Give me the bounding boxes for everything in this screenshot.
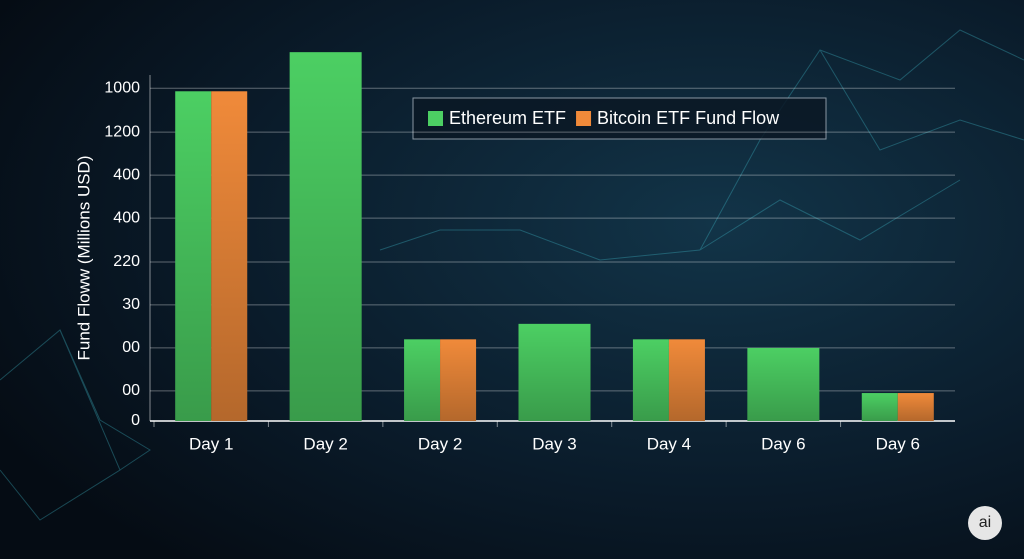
bar-shade [668,339,705,421]
legend-label: Bitcoin ETF Fund Flow [597,108,780,128]
bar-shade [747,347,820,421]
legend-swatch [576,111,592,126]
bar-shade [404,339,441,421]
bar-shade [632,339,669,421]
y-tick-label: 00 [122,382,140,399]
y-tick-label: 1000 [104,79,140,96]
y-axis-label: Fund Floww (Millions USD) [74,156,93,361]
bar-shade [175,91,212,421]
bar-shade [440,339,477,421]
x-tick-label: Day 3 [532,434,576,453]
y-tick-label: 400 [113,209,140,226]
x-tick-label: Day 1 [189,434,233,453]
watermark-badge [968,506,1002,540]
y-tick-label: 220 [113,253,140,270]
y-tick-label: 0 [131,412,140,429]
x-tick-label: Day 2 [303,434,347,453]
y-tick-label: 00 [122,339,140,356]
bar-shade [861,393,898,421]
legend-box [412,97,827,140]
x-tick-label: Day 6 [876,434,920,453]
y-tick-label: 400 [113,166,140,183]
bar-shade [518,323,591,421]
watermark: ai [979,514,991,531]
legend-swatch [428,111,443,126]
x-tick-label: Day 2 [418,434,462,453]
x-tick-label: Day 4 [647,434,691,453]
y-tick-label: 30 [122,296,140,313]
bar-shade [211,91,248,421]
bar-shade [897,393,934,421]
legend-label: Ethereum ETF [449,108,566,128]
y-tick-label: 1200 [104,123,140,140]
bar-shade [289,52,362,421]
x-tick-label: Day 6 [761,434,805,453]
decor-network [0,29,1024,521]
